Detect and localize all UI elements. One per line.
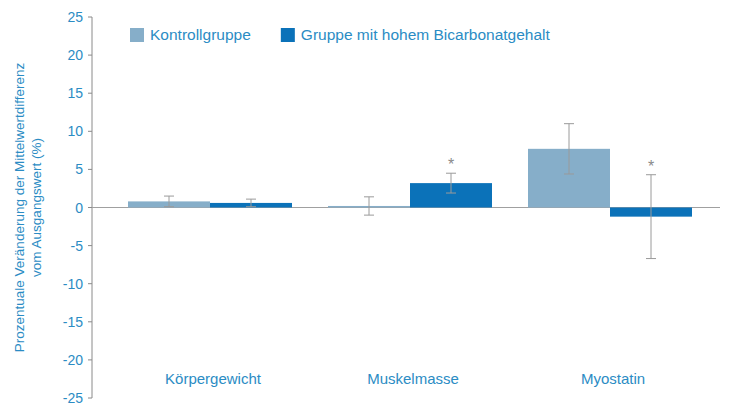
y-tick <box>88 131 92 132</box>
category-label: Körpergewicht <box>165 370 262 387</box>
category-label: Myostatin <box>581 370 645 387</box>
y-tick-label: 20 <box>67 47 83 63</box>
error-bar <box>646 175 656 259</box>
error-cap <box>246 206 256 207</box>
error-bar <box>364 197 374 215</box>
error-cap <box>446 193 456 194</box>
y-tick <box>88 283 92 284</box>
error-line <box>569 124 570 174</box>
error-bar <box>246 199 256 207</box>
y-tick <box>88 93 92 94</box>
error-cap <box>364 215 374 216</box>
error-cap <box>564 123 574 124</box>
bars <box>128 124 692 259</box>
error-cap <box>246 199 256 200</box>
error-cap <box>564 173 574 174</box>
y-tick <box>88 245 92 246</box>
error-cap <box>646 258 656 259</box>
y-tick-label: -10 <box>63 276 83 292</box>
y-tick <box>88 398 92 399</box>
error-bar <box>564 124 574 174</box>
legend-swatch <box>130 28 144 42</box>
legend-swatch <box>281 28 295 42</box>
y-tick-label: 0 <box>75 200 83 216</box>
error-cap <box>364 196 374 197</box>
y-tick-label: -15 <box>63 314 83 330</box>
legend-label: Gruppe mit hohem Bicarbonatgehalt <box>301 26 551 43</box>
y-axis-label-line: Prozentuale Veränderung der Mittelwertdi… <box>12 63 27 353</box>
error-line <box>369 197 370 215</box>
y-tick-label: -20 <box>63 352 83 368</box>
error-cap <box>164 206 174 207</box>
y-tick-label: 25 <box>67 9 83 25</box>
error-line <box>451 173 452 193</box>
significance-marker: * <box>448 156 454 173</box>
y-tick <box>88 169 92 170</box>
significance-marker: * <box>648 158 654 175</box>
error-bar <box>164 196 174 207</box>
y-tick <box>88 359 92 360</box>
y-tick-label: 10 <box>67 123 83 139</box>
category-label: Muskelmasse <box>367 370 459 387</box>
error-line <box>251 199 252 207</box>
y-axis-label: Prozentuale Veränderung der Mittelwertdi… <box>12 63 44 353</box>
y-tick-label: -5 <box>71 238 84 254</box>
error-cap <box>164 196 174 197</box>
error-line <box>169 196 170 207</box>
y-tick <box>88 321 92 322</box>
y-tick <box>88 207 92 208</box>
y-axis-label-line: vom Ausgangswert (%) <box>29 138 44 277</box>
legend-label: Kontrollgruppe <box>150 26 251 43</box>
chart: -25 -20 -15 -10 -5 0 5 10 15 20 25 Prozentuale Verä… <box>0 0 737 414</box>
y-tick <box>88 55 92 56</box>
y-tick-label: 5 <box>75 161 83 177</box>
y-tick-label: -25 <box>63 390 83 406</box>
y-tick <box>88 17 92 18</box>
y-tick-label: 15 <box>67 85 83 101</box>
error-line <box>651 175 652 259</box>
error-bar <box>446 173 456 193</box>
